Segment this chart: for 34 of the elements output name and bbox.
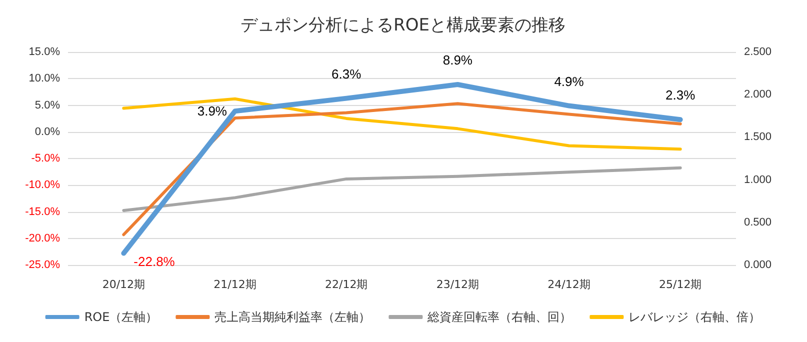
data-label: 6.3%: [332, 66, 362, 82]
y-tick-label: 10.0%: [28, 72, 60, 85]
y2-tick-label: 2.500: [744, 46, 772, 58]
y2-tick-label: 0.500: [744, 216, 772, 228]
y-tick-label: -25.0%: [25, 259, 60, 271]
y-tick-label: -20.0%: [25, 232, 60, 244]
x-tick-label: 22/12期: [324, 278, 368, 291]
legend-label: 売上高当期純利益率（左軸）: [214, 310, 371, 324]
data-label: 3.9%: [197, 104, 228, 119]
line-series: [122, 102, 682, 236]
x-tick-label: 21/12期: [214, 278, 256, 291]
legend-label: レバレッジ（右軸、倍）: [628, 310, 761, 324]
x-tick-label: 24/12期: [548, 278, 590, 291]
legend-label: ROE（左軸）: [84, 310, 158, 324]
y-tick-label: 0.0%: [34, 126, 60, 138]
chart-title: デュポン分析によるROEと構成要素の推移: [240, 16, 566, 36]
y-tick-label: -5.0%: [31, 152, 60, 164]
y-tick-label: -10.0%: [25, 179, 60, 192]
line-series: [122, 166, 682, 212]
x-tick-label: 23/12期: [436, 278, 480, 291]
y2-tick-label: 0.000: [744, 259, 772, 271]
y2-tick-label: 1.000: [744, 174, 772, 186]
legend-label: 総資産回転率（右軸、回）: [426, 310, 572, 324]
y-tick-label: 5.0%: [34, 99, 60, 112]
x-tick-label: 25/12期: [658, 278, 702, 291]
x-tick-label: 20/12期: [102, 278, 146, 291]
data-label: 4.9%: [554, 74, 584, 89]
y-tick-label: 15.0%: [28, 46, 60, 58]
data-label: 2.3%: [666, 88, 696, 103]
y2-tick-label: 1.500: [744, 131, 772, 144]
y2-tick-label: 2.000: [744, 88, 772, 101]
data-label: 8.9%: [442, 52, 473, 68]
data-label: -22.8%: [134, 254, 176, 269]
y-tick-label: -15.0%: [25, 206, 60, 218]
